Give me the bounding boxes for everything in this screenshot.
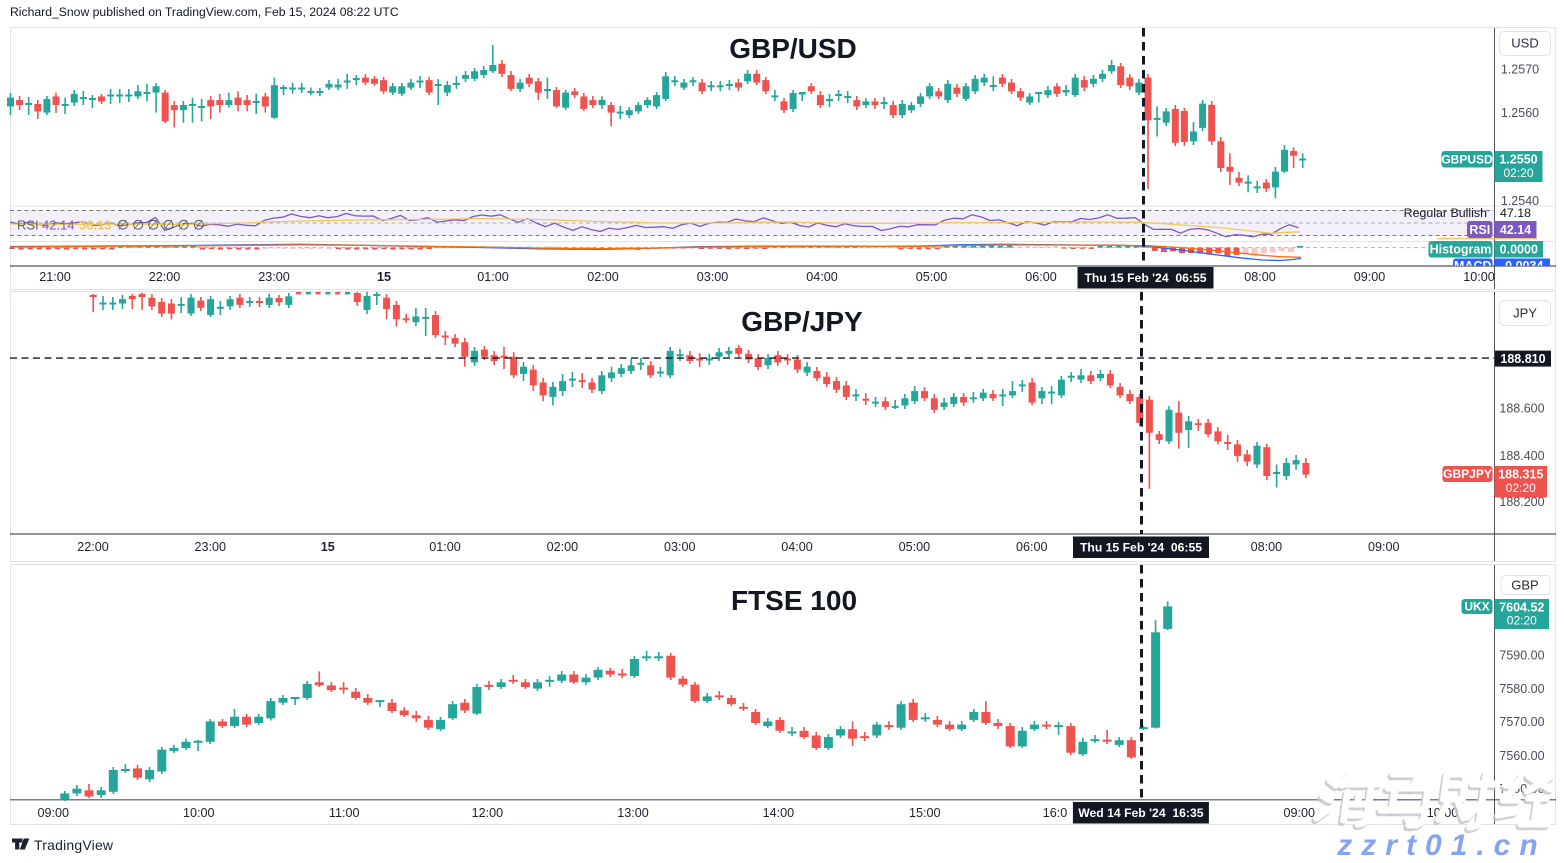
svg-text:zzrt01.cn: zzrt01.cn	[1336, 829, 1546, 862]
svg-text:09:00: 09:00	[37, 806, 69, 820]
svg-text:14:00: 14:00	[763, 806, 795, 820]
svg-text:GBP/JPY: GBP/JPY	[741, 306, 863, 337]
svg-text:∅: ∅	[163, 217, 175, 232]
svg-text:GBPJPY: GBPJPY	[1443, 467, 1492, 481]
svg-text:16:0: 16:0	[1043, 806, 1068, 820]
svg-text:Thu 15 Feb '24 06:55: Thu 15 Feb '24 06:55	[1084, 271, 1206, 285]
svg-text:09:00: 09:00	[1354, 270, 1386, 284]
svg-text:Histogram: Histogram	[1430, 243, 1492, 257]
svg-text:GBP/USD: GBP/USD	[729, 33, 857, 64]
svg-text:09:00: 09:00	[1368, 540, 1400, 554]
svg-text:7590.00: 7590.00	[1499, 649, 1544, 663]
svg-text:15:00: 15:00	[909, 806, 941, 820]
svg-text:1.2540: 1.2540	[1501, 194, 1539, 208]
svg-text:7560.00: 7560.00	[1499, 749, 1544, 763]
svg-text:01:00: 01:00	[429, 540, 461, 554]
svg-text:7580.00: 7580.00	[1499, 682, 1544, 696]
svg-text:02:00: 02:00	[587, 270, 619, 284]
svg-text:7570.00: 7570.00	[1499, 715, 1544, 729]
svg-text:22:00: 22:00	[77, 540, 109, 554]
svg-text:02:20: 02:20	[1506, 481, 1536, 495]
svg-text:23:00: 23:00	[195, 540, 227, 554]
svg-text:USD: USD	[1511, 36, 1538, 51]
svg-text:GBP: GBP	[1511, 578, 1538, 593]
svg-text:1.2550: 1.2550	[1499, 153, 1537, 167]
svg-text:JPY: JPY	[1513, 306, 1537, 321]
svg-text:-0.0034: -0.0034	[1501, 259, 1543, 273]
svg-text:MACD: MACD	[1454, 259, 1492, 273]
svg-text:47.18: 47.18	[1500, 206, 1531, 220]
svg-text:UKX: UKX	[1464, 600, 1489, 614]
svg-text:10:00: 10:00	[1463, 270, 1495, 284]
svg-text:Wed 14 Feb '24 16:35: Wed 14 Feb '24 16:35	[1078, 806, 1204, 820]
svg-text:02:20: 02:20	[1507, 614, 1537, 628]
svg-text:42.14: 42.14	[42, 218, 75, 233]
svg-text:15: 15	[377, 270, 391, 284]
svg-text:Regular Bullish: Regular Bullish	[1404, 206, 1487, 220]
svg-text:15: 15	[321, 540, 335, 554]
svg-text:FTSE 100: FTSE 100	[731, 585, 857, 616]
svg-text:188.600: 188.600	[1499, 402, 1544, 416]
svg-text:188.315: 188.315	[1498, 468, 1543, 482]
svg-text:RSI: RSI	[17, 218, 39, 233]
svg-text:22:00: 22:00	[149, 270, 181, 284]
svg-text:12:00: 12:00	[472, 806, 504, 820]
svg-text:09:00: 09:00	[1283, 806, 1315, 820]
svg-text:02:00: 02:00	[547, 540, 579, 554]
svg-text:13:00: 13:00	[617, 806, 649, 820]
svg-text:188.200: 188.200	[1499, 495, 1544, 509]
svg-text:04:00: 04:00	[806, 270, 838, 284]
svg-text:36.13: 36.13	[79, 218, 112, 233]
svg-text:∅: ∅	[193, 217, 205, 232]
svg-text:23:00: 23:00	[258, 270, 290, 284]
svg-text:GBPUSD: GBPUSD	[1441, 153, 1493, 167]
svg-text:08:00: 08:00	[1251, 540, 1283, 554]
svg-text:08:00: 08:00	[1244, 270, 1276, 284]
svg-text:42.14: 42.14	[1500, 223, 1531, 237]
svg-text:∅: ∅	[178, 217, 190, 232]
svg-text:Thu 15 Feb '24 06:55: Thu 15 Feb '24 06:55	[1080, 541, 1202, 555]
svg-text:03:00: 03:00	[664, 540, 696, 554]
svg-text:0.0000: 0.0000	[1500, 243, 1538, 257]
svg-text:06:00: 06:00	[1025, 270, 1057, 284]
svg-text:1.2570: 1.2570	[1501, 63, 1539, 77]
svg-text:02:20: 02:20	[1503, 166, 1533, 180]
svg-text:7604.52: 7604.52	[1499, 601, 1544, 615]
svg-text:04:00: 04:00	[781, 540, 813, 554]
svg-text:11:00: 11:00	[329, 806, 360, 820]
svg-text:06:00: 06:00	[1016, 540, 1048, 554]
svg-text:21:00: 21:00	[39, 270, 71, 284]
svg-text:∅: ∅	[132, 217, 144, 232]
svg-text:01:00: 01:00	[477, 270, 509, 284]
svg-text:03:00: 03:00	[697, 270, 729, 284]
svg-text:188.810: 188.810	[1500, 352, 1545, 366]
svg-text:05:00: 05:00	[916, 270, 948, 284]
svg-text:10:00: 10:00	[183, 806, 215, 820]
svg-text:188.400: 188.400	[1499, 449, 1544, 463]
svg-text:TradingView: TradingView	[34, 837, 114, 853]
svg-text:1.2560: 1.2560	[1501, 106, 1539, 120]
svg-text:∅: ∅	[147, 217, 159, 232]
svg-text:05:00: 05:00	[899, 540, 931, 554]
svg-text:RSI: RSI	[1469, 223, 1490, 237]
svg-text:∅: ∅	[117, 217, 129, 232]
